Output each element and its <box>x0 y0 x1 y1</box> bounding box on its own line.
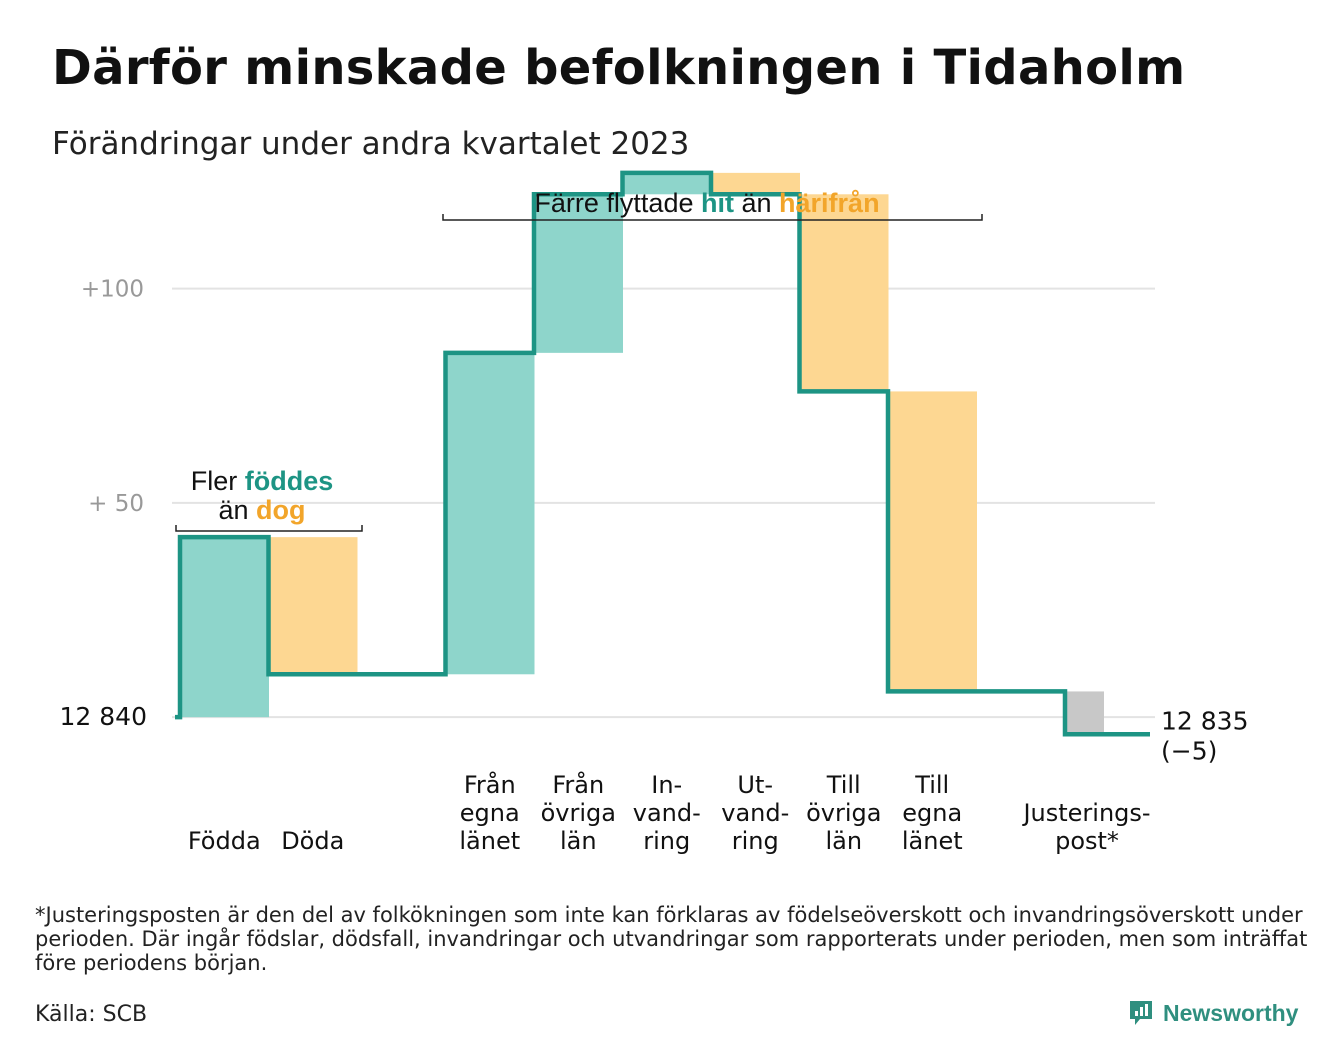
waterfall-bar <box>1066 691 1104 735</box>
end-change-label: (−5) <box>1161 736 1217 765</box>
category-label: länet <box>459 827 520 855</box>
category-label: In- <box>651 771 682 799</box>
births-annotation-segment: föddes <box>237 466 333 496</box>
births-annotation-text: än dog <box>218 495 305 525</box>
category-label: vand- <box>721 799 789 827</box>
category-label: Justerings- <box>1021 799 1150 827</box>
waterfall-bar <box>268 537 358 675</box>
waterfall-bar <box>799 194 889 392</box>
y-tick-label: + 50 <box>88 491 144 517</box>
category-label: länet <box>902 827 963 855</box>
category-label: vand- <box>633 799 701 827</box>
category-label: Till <box>826 771 861 799</box>
source-label: Källa: SCB <box>35 1002 148 1027</box>
category-label: egna <box>902 799 962 827</box>
newsworthy-logo-text: Newsworthy <box>1163 999 1299 1026</box>
category-label: Ut- <box>737 771 773 799</box>
newsworthy-logo: Newsworthy <box>1128 997 1298 1029</box>
category-label: Till <box>914 771 949 799</box>
chart-subtitle: Förändringar under andra kvartalet 2023 <box>52 126 690 162</box>
waterfall-bar <box>180 537 269 718</box>
migration-annotation-segment: hit <box>693 188 734 218</box>
category-label: Från <box>464 770 516 799</box>
births-annotation-text: Fler föddes <box>191 466 334 496</box>
chart-title: Därför minskade befolkningen i Tidaholm <box>52 40 1186 96</box>
category-label: Födda <box>188 827 261 855</box>
waterfall-bar <box>888 391 977 692</box>
migration-annotation-segment: härifrån <box>772 188 880 218</box>
category-label: län <box>560 827 597 855</box>
category-label: Döda <box>281 827 344 855</box>
births-annotation-segment: dog <box>249 495 306 525</box>
category-label: övriga <box>541 799 616 827</box>
category-label: ring <box>643 827 690 855</box>
newsworthy-logo-icon <box>1130 1001 1152 1025</box>
migration-annotation-segment: än <box>734 188 772 218</box>
migration-annotation-bracket <box>442 214 983 221</box>
waterfall-bar <box>534 194 623 353</box>
y-tick-label: +100 <box>81 277 144 303</box>
births-annotation-segment: än <box>218 495 248 525</box>
migration-annotation-segment: Färre flyttade <box>534 188 693 218</box>
category-label: ring <box>732 827 779 855</box>
category-label: Från <box>552 770 604 799</box>
migration-annotation-text: Färre flyttade hit än härifrån <box>534 188 879 218</box>
footnote: *Justeringsposten är den del av folkökni… <box>35 903 1308 975</box>
category-label: egna <box>460 799 520 827</box>
waterfall-bar <box>711 172 800 195</box>
end-value-label: 12 835 <box>1161 706 1248 735</box>
births-annotation-segment: Fler <box>191 466 238 496</box>
waterfall-bar <box>445 352 535 675</box>
category-label: län <box>825 827 862 855</box>
births-annotation-bracket <box>175 525 363 532</box>
category-label: post* <box>1055 827 1119 855</box>
cumulative-line <box>175 170 1150 737</box>
start-value-label: 12 840 <box>60 702 147 731</box>
waterfall-bar <box>622 172 712 195</box>
category-label: övriga <box>806 799 881 827</box>
